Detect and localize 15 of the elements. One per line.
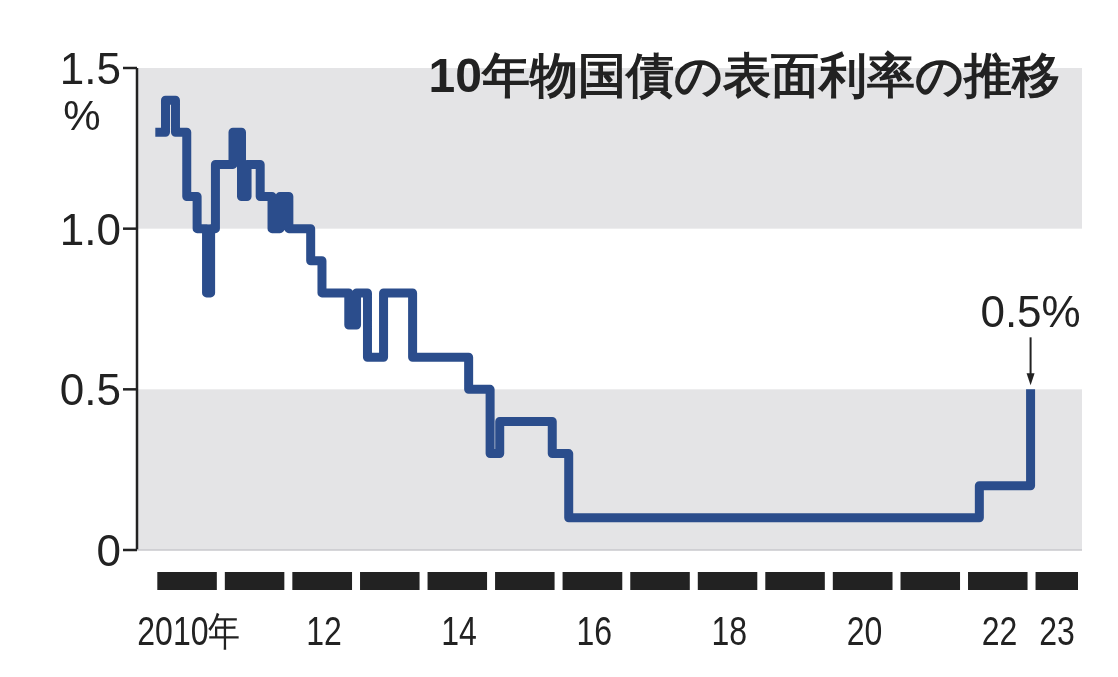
chart-title: 10年物国債の表面利率の推移 [428, 49, 1060, 102]
annotation: 0.5% [980, 287, 1081, 337]
x-tick-label: 20 [846, 608, 883, 654]
x-tick-label: 22 [981, 608, 1018, 654]
y-tick-label: 1.0 [59, 204, 121, 254]
y-tick-label: 1.5 [59, 43, 121, 93]
y-axis-title: % [63, 92, 101, 139]
x-tick-label: 14 [441, 608, 477, 654]
y-tick-label: 0.5 [59, 365, 121, 415]
x-tick-label: 18 [711, 608, 748, 654]
y-tick-label: 0 [96, 525, 121, 575]
x-tick-label: 12 [306, 608, 342, 654]
x-tick-label: 2010年 [137, 608, 241, 654]
x-tick-label: 16 [576, 608, 613, 654]
x-tick-label: 23 [1039, 608, 1075, 654]
